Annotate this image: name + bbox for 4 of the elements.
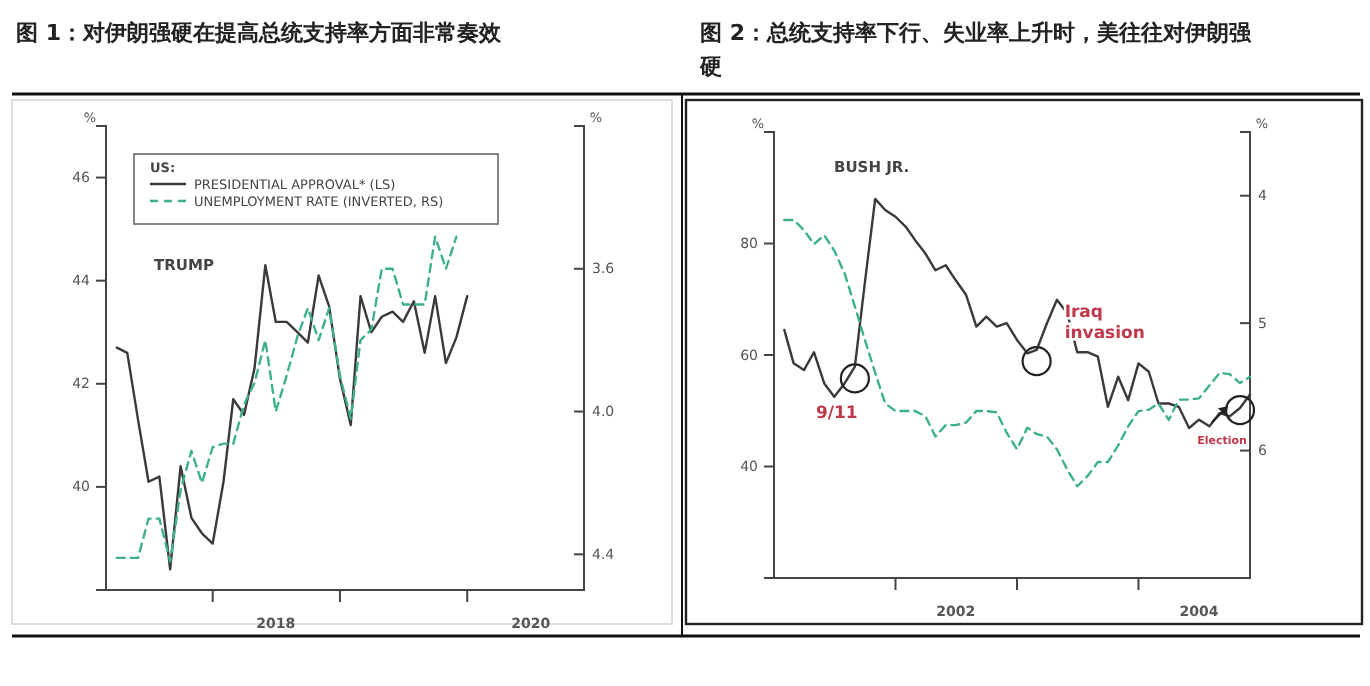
annotation: 9/11 xyxy=(816,404,858,425)
chart-title: 图 2：总统支持率下行、失业率上升时，美往往对伊朗强硬 xyxy=(698,20,1253,80)
line-series xyxy=(783,218,1252,488)
chart-title: 图 1：对伊朗强硬在提高总统支持率方面非常奏效 xyxy=(16,20,503,46)
